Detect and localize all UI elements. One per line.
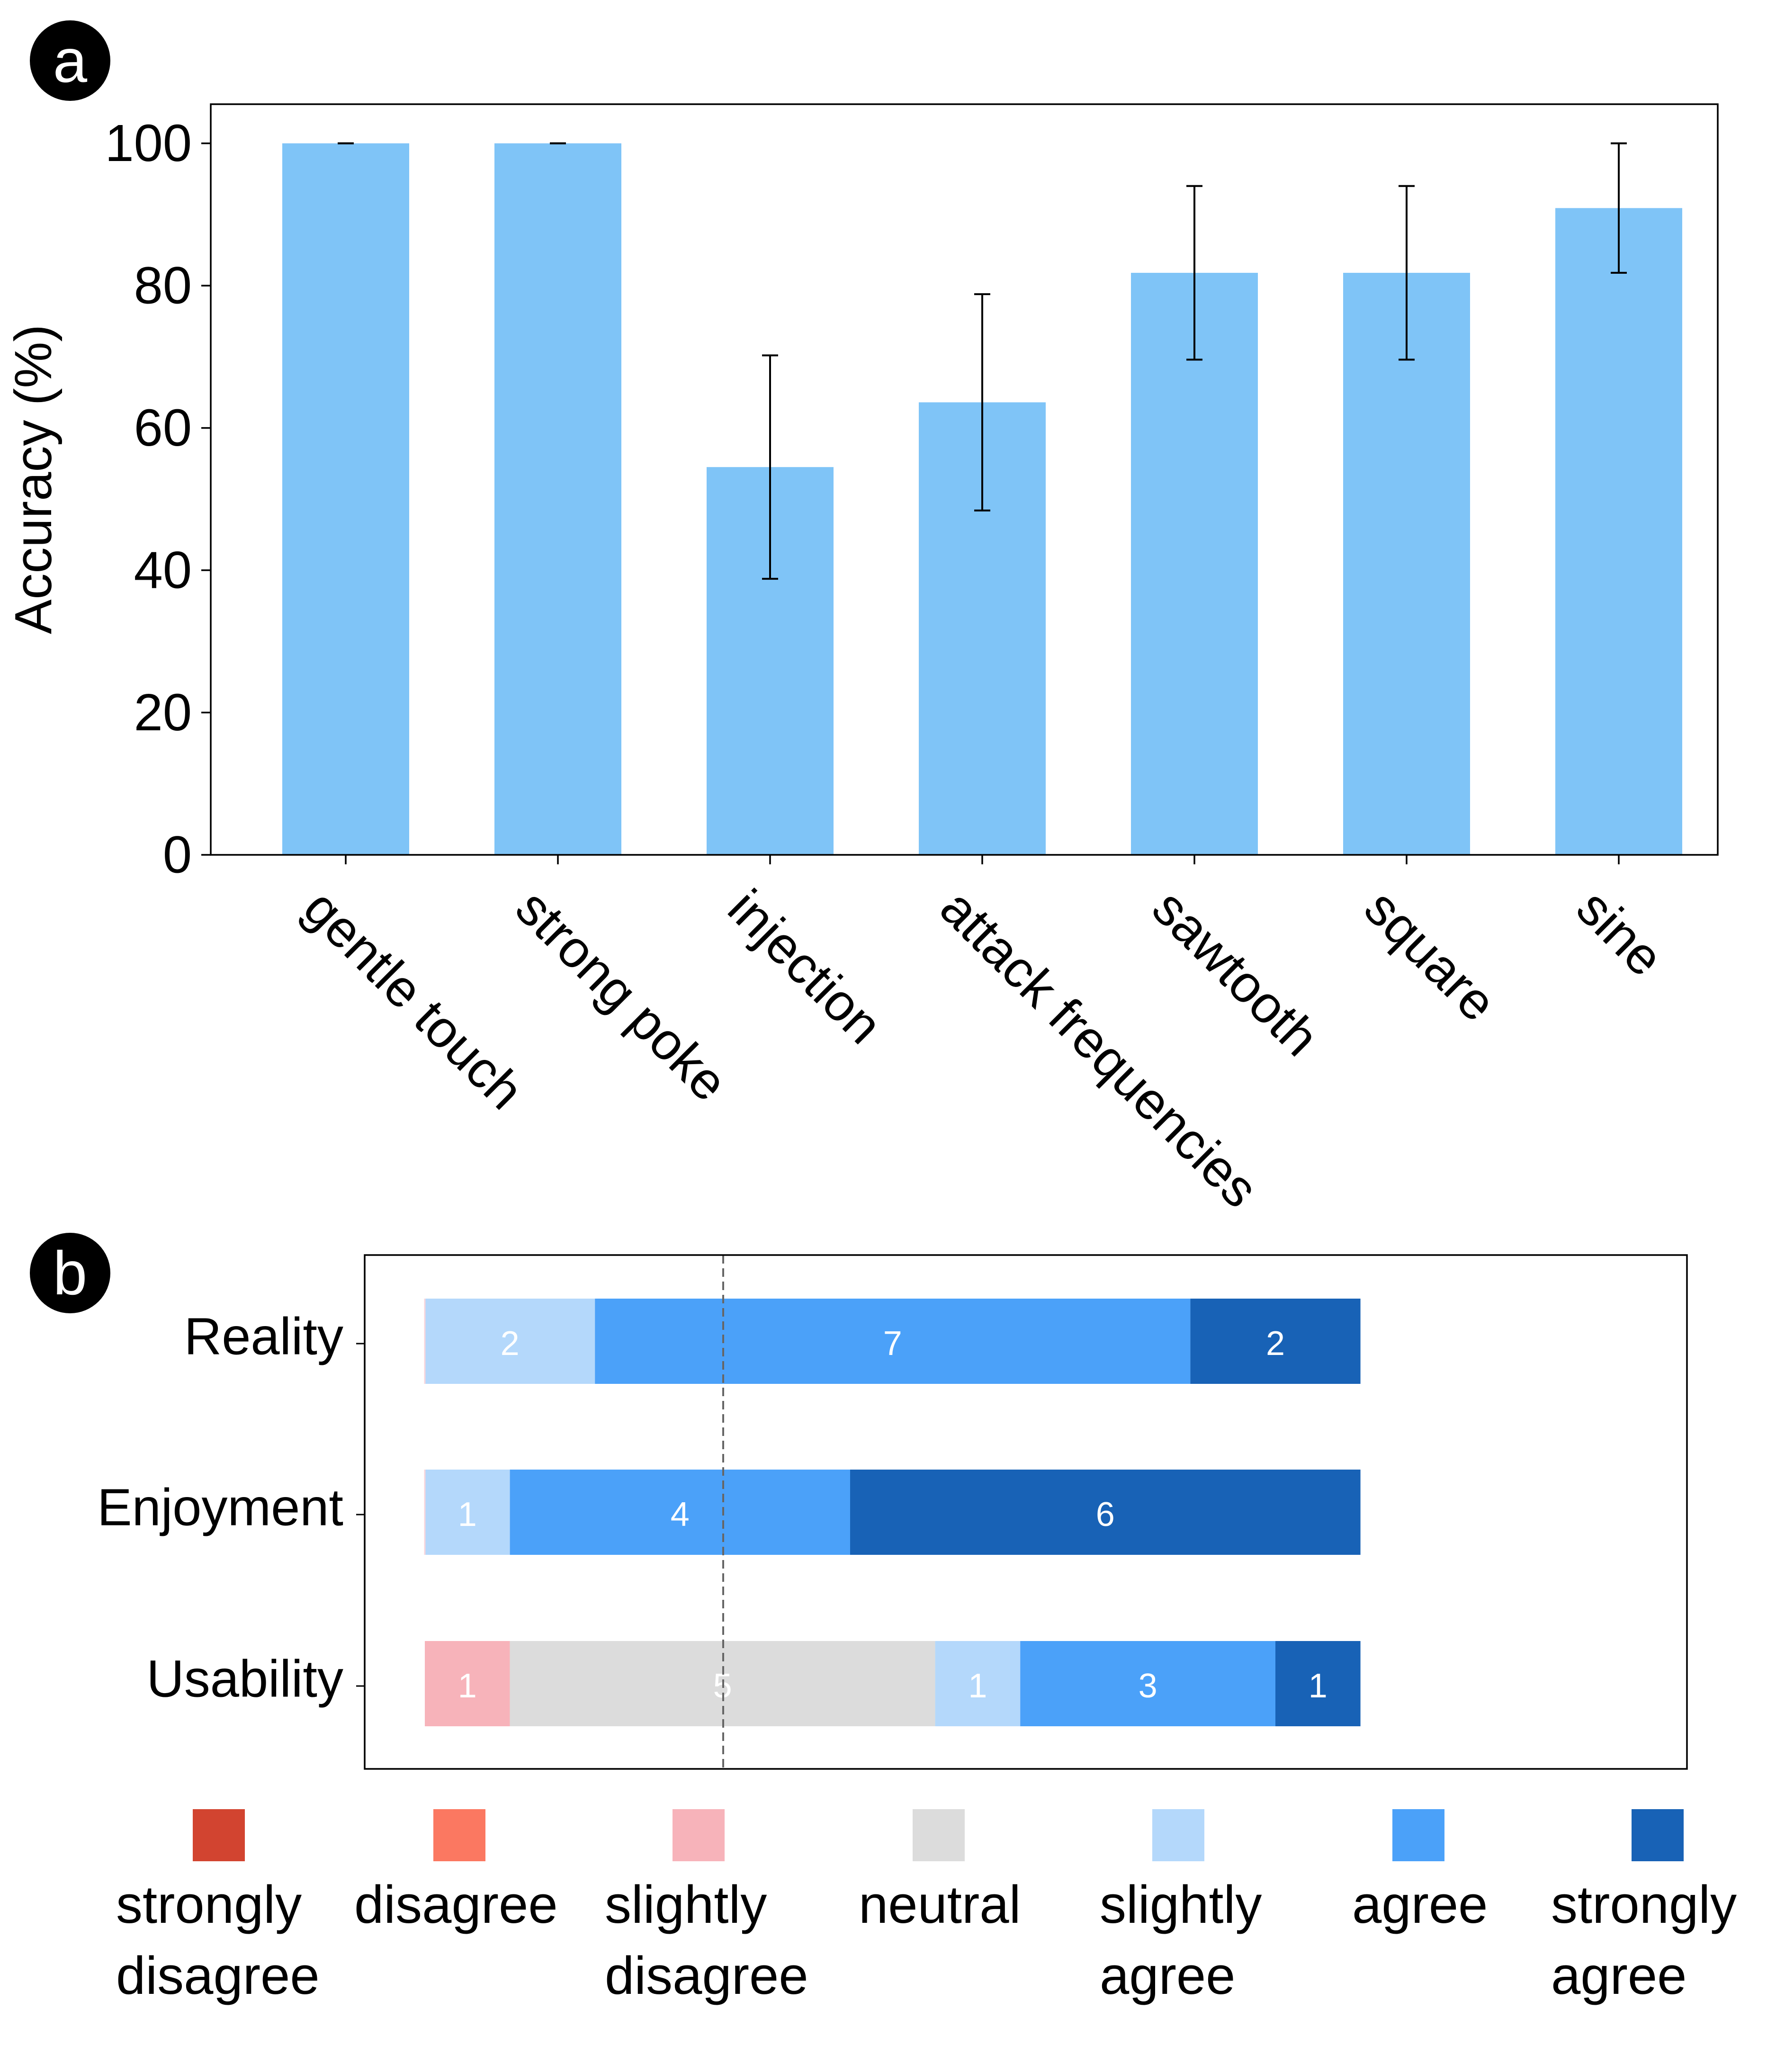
legend-label: disagree (354, 1875, 558, 1934)
y-tick-label: 80 (134, 257, 192, 315)
y-tick-label: 40 (134, 541, 192, 600)
segment-value-label: 6 (1096, 1496, 1115, 1534)
segment-value-label: 3 (1139, 1667, 1157, 1705)
x-tick-label: injection (717, 879, 893, 1055)
bar (1555, 208, 1682, 855)
legend-swatch (193, 1809, 245, 1861)
y-axis-label: Accuracy (%) (4, 324, 63, 634)
legend: strongly disagree disagree slightly disagree… (116, 1809, 1737, 2005)
bar-series (282, 143, 1682, 855)
error-bars (338, 142, 1627, 580)
y-tick-label: 60 (134, 399, 192, 457)
likert-category-labels: Reality Enjoyment Usability (97, 1308, 365, 1708)
likert-segment (1190, 1299, 1361, 1384)
x-tick-label: strong poke (505, 879, 738, 1112)
panel-a-label: a (53, 26, 88, 95)
y-tick-label: 20 (134, 683, 192, 742)
segment-value-label: 2 (501, 1325, 520, 1363)
legend-swatch (433, 1809, 485, 1861)
legend-label: agree (1100, 1946, 1235, 2005)
category-label: Reality (184, 1308, 343, 1366)
segment-value-label: 1 (1309, 1667, 1328, 1705)
x-tick-label: square (1354, 879, 1507, 1032)
legend-swatch (1392, 1809, 1444, 1861)
likert-segment (425, 1641, 510, 1726)
legend-swatch (1152, 1809, 1204, 1861)
panel-b: b 27214615131 RealityEnjoymentUsability … (30, 1233, 1737, 2005)
panel-a-badge: a (30, 20, 110, 101)
legend-swatch (1632, 1809, 1684, 1861)
segment-value-label: 1 (458, 1496, 477, 1534)
x-tick-label: sine (1566, 879, 1675, 987)
bar (282, 143, 409, 855)
panel-b-badge-circle (30, 1233, 110, 1313)
segment-value-label: 1 (968, 1667, 987, 1705)
legend-label: slightly (1100, 1875, 1262, 1934)
legend-label: strongly (116, 1875, 302, 1934)
bar (494, 143, 621, 855)
legend-label: disagree (605, 1946, 808, 2005)
panel-a-badge-circle (30, 20, 110, 101)
panel-b-badge: b (30, 1233, 110, 1313)
plot-frame-a (210, 103, 1719, 856)
likert-segment (935, 1641, 1021, 1726)
likert-bars: 27214615131 (424, 1299, 1361, 1726)
plot-frame-b (364, 1254, 1688, 1770)
likert-segment (510, 1470, 850, 1555)
segment-value-label: 7 (883, 1325, 902, 1363)
segment-value-label: 1 (458, 1667, 477, 1705)
panel-b-label: b (53, 1238, 87, 1308)
likert-segment (425, 1470, 510, 1555)
legend-label: agree (1352, 1875, 1488, 1934)
y-axis-ticks: 0 20 40 60 80 100 (105, 114, 211, 884)
category-label: Enjoyment (97, 1479, 343, 1537)
likert-segment (850, 1470, 1361, 1555)
bar (1343, 273, 1470, 855)
x-tick-label: sawtooth (1141, 879, 1330, 1067)
segment-value-label: 4 (671, 1496, 690, 1534)
legend-label: agree (1551, 1946, 1686, 2005)
legend-label: disagree (116, 1946, 320, 2005)
likert-segment (425, 1299, 595, 1384)
likert-segment (1275, 1641, 1361, 1726)
legend-label: strongly (1551, 1875, 1737, 1934)
segment-value-label: 2 (1266, 1325, 1285, 1363)
y-tick-label: 0 (163, 826, 192, 884)
legend-swatch (913, 1809, 965, 1861)
bar (1131, 273, 1258, 855)
likert-segment (595, 1299, 1191, 1384)
x-tick-label: gentle touch (293, 879, 535, 1121)
y-tick-label: 100 (105, 114, 192, 172)
likert-segment (1020, 1641, 1275, 1726)
category-label: Usability (146, 1650, 343, 1708)
legend-label: neutral (859, 1875, 1021, 1934)
legend-swatch (673, 1809, 725, 1861)
legend-label: slightly (605, 1875, 767, 1934)
